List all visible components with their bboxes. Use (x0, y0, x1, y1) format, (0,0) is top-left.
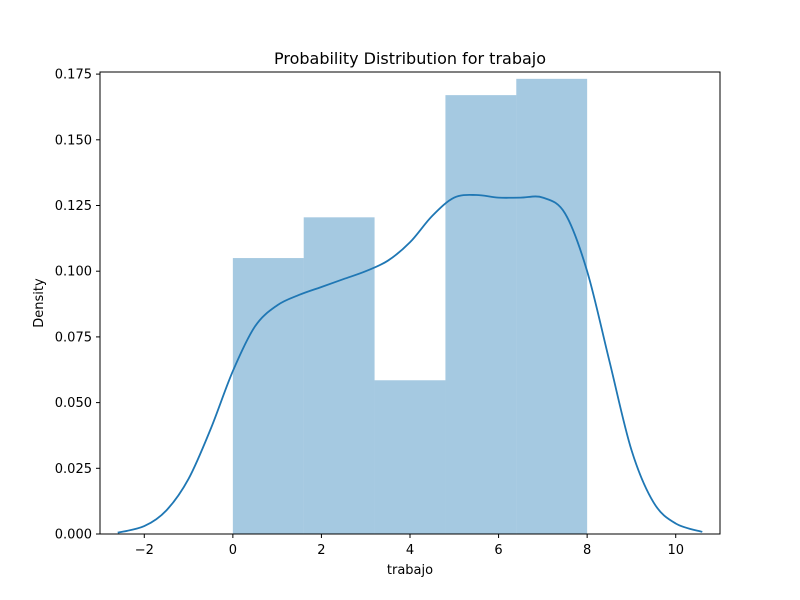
kde-curve-layer (117, 193, 703, 534)
x-tick-label: 2 (317, 543, 325, 558)
x-tick-label: −2 (135, 543, 154, 558)
histogram-bar-0 (232, 258, 304, 534)
y-tick-label: 0.150 (55, 133, 92, 148)
y-tick-label: 0.125 (55, 199, 92, 214)
y-tick-label: 0.025 (55, 462, 92, 477)
x-axis-ticks: −2 0 2 4 6 8 10 (135, 534, 684, 558)
x-tick-label: 8 (583, 543, 591, 558)
x-tick-label: 4 (406, 543, 414, 558)
histogram-bar-4 (516, 78, 588, 534)
histogram-bar-3 (445, 95, 517, 534)
y-tick-label: 0.100 (55, 265, 92, 280)
kde-curve (117, 193, 703, 534)
y-axis-ticks: 0.000 0.025 0.050 0.075 0.100 0.125 0.150 0.175 (55, 68, 100, 543)
chart-title: Probability Distribution for trabajo (274, 49, 546, 68)
x-axis-label: trabajo (387, 563, 433, 578)
histogram-bar-2 (374, 380, 446, 534)
y-tick-label: 0.050 (55, 396, 92, 411)
x-tick-label: 6 (494, 543, 502, 558)
x-tick-label: 0 (229, 543, 237, 558)
histogram-bars (232, 78, 588, 535)
y-tick-label: 0.000 (55, 528, 92, 543)
y-tick-label: 0.175 (55, 68, 92, 83)
y-tick-label: 0.075 (55, 330, 92, 345)
x-tick-label: 10 (667, 543, 684, 558)
y-axis-label: Density (32, 278, 47, 328)
histogram-bar-1 (303, 217, 375, 535)
